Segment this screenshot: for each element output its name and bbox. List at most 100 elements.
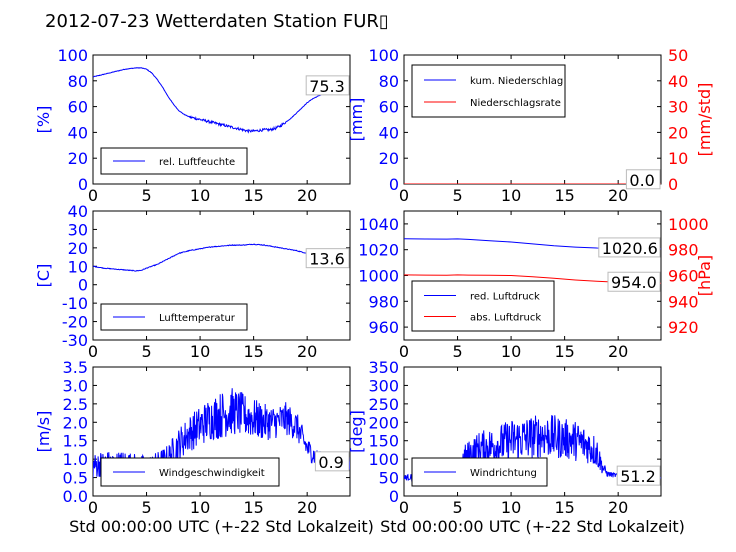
- y-tick-label: 0.5: [63, 469, 88, 488]
- y-tick-label: 350: [368, 358, 399, 377]
- value-callout: 51.2: [620, 467, 656, 486]
- y-right-tick-label: 0: [668, 175, 678, 194]
- legend: Windrichtung: [411, 457, 548, 487]
- y-tick-label: 1000: [358, 267, 399, 286]
- x-tick-label: 10: [501, 342, 521, 361]
- y-axis-label: [m/s]: [34, 411, 53, 453]
- x-tick-label: 5: [452, 186, 462, 205]
- y-tick-label: 0: [389, 487, 399, 506]
- x-tick-label: 5: [452, 498, 462, 517]
- figure-title: 2012-07-23 Wetterdaten Station FUR▯: [45, 11, 389, 32]
- x-tick-label: 10: [190, 498, 210, 517]
- x-tick-label: 5: [141, 498, 151, 517]
- x-tick-label: 20: [297, 186, 317, 205]
- y-tick-label: -30: [62, 331, 88, 350]
- y-right-tick-label: 1000: [668, 215, 709, 234]
- legend-entry-label: kum. Niederschlag: [470, 76, 563, 87]
- y-tick-label: 80: [68, 72, 88, 91]
- y-tick-label: 40: [68, 202, 88, 221]
- value-callout-box: [314, 451, 350, 472]
- legend: red. Luftdruck abs. Luftdruck: [411, 280, 555, 332]
- value-callout-box: [305, 75, 350, 96]
- x-tick-label: 10: [190, 342, 210, 361]
- y-axis-label: [%]: [34, 106, 53, 134]
- y-right-tick-label: 20: [668, 123, 688, 142]
- y-tick-label: 100: [368, 450, 399, 469]
- y-right-tick-label: 920: [668, 318, 699, 337]
- y-tick-label: -20: [62, 313, 88, 332]
- y-tick-label: -10: [62, 294, 88, 313]
- value-callout: 0.0: [629, 171, 654, 190]
- x-tick-label: 0: [399, 342, 409, 361]
- value-callout-box: [305, 248, 350, 269]
- legend-box: [411, 64, 566, 118]
- legend: Windgeschwindigkeit: [100, 457, 280, 487]
- y-tick-label: 60: [68, 98, 88, 117]
- y-tick-label: 3.5: [63, 358, 88, 377]
- y-tick-label: 1.0: [63, 450, 88, 469]
- x-tick-label: 0: [399, 186, 409, 205]
- x-tick-label: 5: [452, 342, 462, 361]
- value-callout: 75.3: [309, 77, 345, 96]
- value-callout: 13.6: [309, 250, 345, 269]
- y-right-tick-label: 50: [668, 46, 688, 65]
- legend-entry-label: abs. Luftdruck: [470, 313, 541, 324]
- x-tick-label: 20: [608, 498, 628, 517]
- y-tick-label: 980: [368, 292, 399, 311]
- x-tick-label: 0: [88, 498, 98, 517]
- y-tick-label: 150: [368, 432, 399, 451]
- x-tick-label: 20: [608, 186, 628, 205]
- x-tick-label: 15: [243, 498, 263, 517]
- x-tick-label: 20: [608, 342, 628, 361]
- y-tick-label: 30: [68, 220, 88, 239]
- x-tick-label: 5: [141, 186, 151, 205]
- x-tick-label: 10: [501, 186, 521, 205]
- y-axis-label: [C]: [34, 264, 53, 288]
- y-tick-label: 1.5: [63, 432, 88, 451]
- value-callout: 0.9: [318, 453, 343, 472]
- x-tick-label: 0: [399, 498, 409, 517]
- y-tick-label: 20: [68, 239, 88, 258]
- y-tick-label: 100: [368, 46, 399, 65]
- y-tick-label: 250: [368, 395, 399, 414]
- value-callout-box: [598, 237, 661, 258]
- legend-entry-label: rel. Luftfeuchte: [159, 157, 235, 168]
- x-tick-label: 15: [554, 342, 574, 361]
- legend-box: [411, 280, 555, 332]
- legend-entry-label: Windrichtung: [470, 468, 537, 479]
- y-tick-label: 40: [68, 123, 88, 142]
- y-tick-label: 0: [78, 175, 88, 194]
- y-tick-label: 0.0: [63, 487, 88, 506]
- x-axis-label: Std 00:00:00 UTC (+-22 Std Lokalzeit): [380, 517, 685, 536]
- legend-entry-label: Niederschlagsrate: [470, 98, 561, 109]
- y-right-axis-label: [hPa]: [695, 255, 714, 296]
- y-tick-label: 20: [379, 149, 399, 168]
- x-tick-label: 0: [88, 342, 98, 361]
- y-tick-label: 300: [368, 376, 399, 395]
- y-tick-label: 1040: [358, 215, 399, 234]
- legend: kum. Niederschlag Niederschlagsrate: [411, 64, 566, 118]
- legend-entry-label: Windgeschwindigkeit: [159, 468, 265, 479]
- y-tick-label: 3.0: [63, 376, 88, 395]
- y-tick-label: 0: [78, 276, 88, 295]
- legend-box: [100, 147, 248, 175]
- x-tick-label: 15: [554, 498, 574, 517]
- series-group: [93, 67, 350, 134]
- x-tick-label: 10: [501, 498, 521, 517]
- x-tick-label: 0: [88, 186, 98, 205]
- y-tick-label: 40: [379, 123, 399, 142]
- y-tick-label: 50: [379, 469, 399, 488]
- y-right-tick-label: 960: [668, 267, 699, 286]
- x-tick-label: 20: [297, 498, 317, 517]
- y-right-tick-label: 40: [668, 72, 688, 91]
- value-callout-box: [607, 271, 661, 292]
- y-tick-label: 60: [379, 98, 399, 117]
- value-callout-box: [616, 465, 661, 486]
- x-axis-label: Std 00:00:00 UTC (+-22 Std Lokalzeit): [69, 517, 374, 536]
- y-right-tick-label: 980: [668, 241, 699, 260]
- y-tick-label: 80: [379, 72, 399, 91]
- series-line-rel-luftfeuchte: [93, 67, 350, 134]
- y-tick-label: 100: [57, 46, 88, 65]
